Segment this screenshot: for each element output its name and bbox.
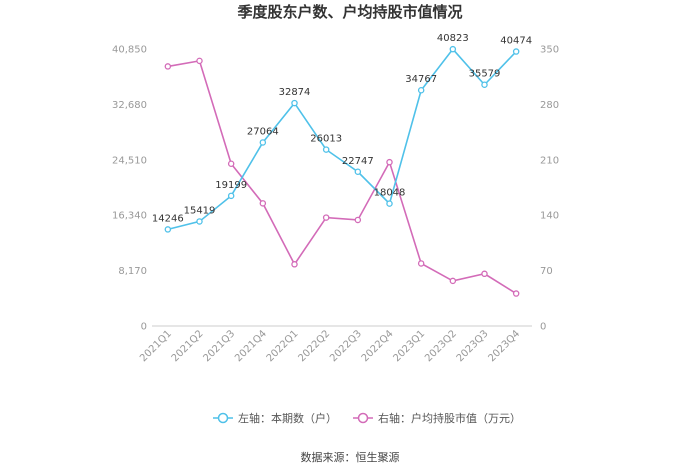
source-note: 数据来源：恒生聚源 <box>301 450 400 464</box>
legend-label: 左轴：本期数（户） <box>238 411 337 425</box>
data-label: 14246 <box>152 213 184 224</box>
series-point-right <box>227 160 235 168</box>
series-point-left <box>322 146 330 153</box>
series-line-right <box>167 59 517 295</box>
x-tick-label: 2023Q4 <box>486 328 522 364</box>
y-right-tick-label: 140 <box>540 211 559 222</box>
series-point-right <box>512 290 520 297</box>
series-point-right <box>417 260 425 267</box>
y-left-tick-label: 0 <box>141 322 147 333</box>
series-point-left <box>164 226 172 233</box>
legend-label: 右轴：户均持股市值（万元） <box>378 411 521 425</box>
y-right-tick-label: 0 <box>540 322 546 333</box>
data-label: 18048 <box>374 188 406 199</box>
series-line-left <box>167 47 517 231</box>
series-point-right <box>164 63 172 70</box>
data-label: 22747 <box>342 156 374 167</box>
y-left-tick-label: 32,680 <box>112 100 147 111</box>
legend-item: 右轴：户均持股市值（万元） <box>353 411 521 425</box>
series-point-left <box>481 81 488 88</box>
series-point-left <box>259 139 267 146</box>
series-point-right <box>481 270 488 278</box>
y-left-tick-label: 40,850 <box>112 45 147 56</box>
y-right-tick-label: 210 <box>540 155 559 166</box>
series-point-left <box>449 45 457 53</box>
series-point-right <box>449 277 457 285</box>
data-label: 35579 <box>469 69 501 80</box>
axes-layer: 0 8,170 16,340 24,510 32,680 40,850 0 70 140 210 2… <box>112 45 559 365</box>
x-tick-label: 2021Q3 <box>201 328 237 364</box>
series-point-right <box>354 216 362 224</box>
series-point-left <box>417 86 425 94</box>
x-tick-label: 2021Q2 <box>170 328 206 364</box>
series-point-left <box>512 48 520 55</box>
x-tick-label: 2022Q2 <box>296 328 332 364</box>
data-label: 40474 <box>500 36 532 47</box>
series-point-left <box>196 218 203 225</box>
y-left-tick-label: 8,170 <box>118 266 147 277</box>
data-label: 27064 <box>247 126 279 137</box>
data-label: 15419 <box>184 205 216 216</box>
series-point-left <box>386 200 393 207</box>
series-point-left <box>227 192 235 200</box>
data-label: 40823 <box>437 33 469 44</box>
legend-swatch-marker <box>357 412 369 424</box>
y-right-tick-label: 350 <box>540 45 559 56</box>
data-label: 19199 <box>215 180 247 191</box>
series-point-right <box>386 158 393 166</box>
data-label: 34767 <box>405 74 437 85</box>
x-tick-label: 2021Q1 <box>138 328 174 364</box>
legend-item: 左轴：本期数（户） <box>213 411 337 425</box>
series-point-left <box>354 168 362 176</box>
x-tick-label: 2022Q3 <box>328 328 364 364</box>
y-left-tick-label: 16,340 <box>112 211 147 222</box>
x-tick-label: 2021Q4 <box>233 328 269 364</box>
series-point-left <box>291 99 298 107</box>
series-point-right <box>259 200 267 207</box>
x-tick-label: 2022Q4 <box>360 328 396 364</box>
chart-title: 季度股东户数、户均持股市值情况 <box>237 3 462 21</box>
legend: 左轴：本期数（户） 右轴：户均持股市值（万元） <box>213 411 521 425</box>
series-point-right <box>322 214 330 221</box>
data-label: 26013 <box>310 134 342 145</box>
series-point-right <box>196 57 203 65</box>
y-right-tick-label: 280 <box>540 100 559 111</box>
x-tick-label: 2023Q2 <box>423 328 459 364</box>
x-tick-label: 2022Q1 <box>265 328 301 364</box>
series-point-right <box>291 261 298 268</box>
y-right-tick-label: 70 <box>540 266 553 277</box>
x-tick-label: 2023Q1 <box>391 328 427 364</box>
y-left-tick-label: 24,510 <box>112 155 147 166</box>
legend-swatch-marker <box>217 412 229 424</box>
x-tick-label: 2023Q3 <box>455 328 491 364</box>
data-label: 32874 <box>279 87 311 98</box>
series-layer <box>164 45 520 297</box>
